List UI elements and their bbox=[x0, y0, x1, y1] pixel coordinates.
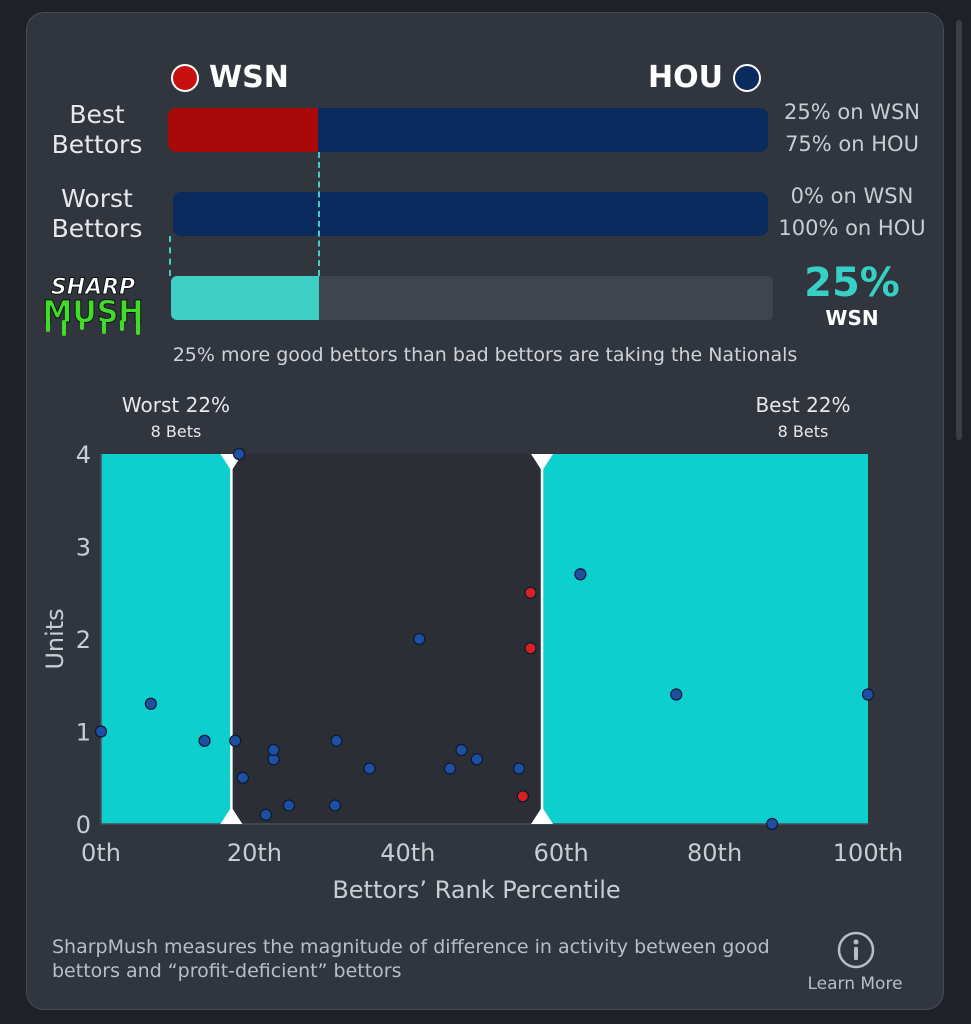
sharpmush-logo-line2: MUSH bbox=[43, 295, 144, 330]
data-point-hou bbox=[259, 808, 273, 821]
data-point-hou bbox=[330, 734, 343, 747]
region-sublabel-1: 8 Bets bbox=[778, 422, 829, 441]
x-tick-label: 20th bbox=[227, 839, 282, 867]
best-split-guide-line bbox=[318, 152, 320, 276]
sharpmush-value: 25% bbox=[804, 260, 900, 306]
learn-more-link[interactable]: Learn More bbox=[807, 974, 903, 994]
y-tick-label: 1 bbox=[76, 719, 91, 747]
best-bettors-label-line1: Best bbox=[69, 100, 125, 129]
scrollbar[interactable] bbox=[956, 20, 962, 440]
y-tick-label: 4 bbox=[76, 441, 91, 469]
best-bettors-split: 25% on WSN 75% on HOU bbox=[772, 96, 932, 160]
data-point-wsn bbox=[524, 642, 537, 655]
away-team-dot-icon bbox=[171, 63, 199, 92]
x-tick-label: 0th bbox=[81, 839, 121, 867]
worst-split-guide-line bbox=[169, 236, 171, 276]
away-team-abbr: WSN bbox=[209, 60, 289, 95]
data-point-hou bbox=[144, 697, 157, 710]
y-axis-title: Units bbox=[41, 608, 69, 669]
data-point-hou bbox=[198, 734, 211, 747]
region-label-1: Best 22% bbox=[755, 393, 850, 417]
data-point-hou bbox=[574, 568, 587, 581]
best-bettors-bar bbox=[168, 108, 768, 152]
away-team-header: WSN bbox=[171, 60, 289, 95]
worst-bettors-label-line1: Worst bbox=[61, 184, 133, 213]
best-bettors-label: Best Bettors bbox=[30, 100, 164, 160]
data-point-hou bbox=[670, 688, 683, 701]
worst-bettors-bar bbox=[173, 192, 768, 236]
sharpmush-logo-line1: SHARP bbox=[51, 275, 135, 300]
data-point-hou bbox=[470, 753, 483, 766]
best-bettors-label-line2: Bettors bbox=[51, 130, 143, 159]
worst-bettors-home-pct: 100% on HOU bbox=[778, 216, 926, 240]
y-tick-label: 3 bbox=[76, 534, 91, 562]
worst-bettors-away-pct: 0% on WSN bbox=[790, 184, 914, 208]
x-tick-label: 100th bbox=[833, 839, 903, 867]
data-point-hou bbox=[413, 632, 426, 646]
data-point-wsn bbox=[524, 586, 537, 599]
x-tick-label: 80th bbox=[687, 839, 742, 867]
x-tick-label: 60th bbox=[534, 839, 589, 867]
worst-bettors-home-segment bbox=[173, 192, 768, 236]
home-team-header: HOU bbox=[648, 60, 761, 95]
data-point-hou bbox=[766, 817, 779, 831]
data-point-hou bbox=[267, 743, 280, 757]
region-handle-top-icon-1 bbox=[531, 454, 554, 471]
data-point-hou bbox=[236, 771, 249, 784]
worst-bettors-label-line2: Bettors bbox=[51, 214, 143, 243]
region-handle-bottom-icon-0 bbox=[220, 807, 243, 824]
best-bettors-home-pct: 75% on HOU bbox=[785, 132, 919, 156]
highlight-region-1 bbox=[542, 454, 868, 824]
highlight-region-0 bbox=[101, 454, 232, 824]
data-point-hou bbox=[328, 799, 342, 812]
region-label-0: Worst 22% bbox=[122, 393, 230, 417]
y-tick-label: 0 bbox=[76, 811, 91, 839]
best-bettors-home-segment bbox=[318, 108, 768, 152]
sharpmush-team: WSN bbox=[825, 306, 879, 330]
data-point-hou bbox=[229, 734, 242, 747]
sharpmush-bar-fill bbox=[171, 276, 320, 320]
data-point-wsn bbox=[516, 790, 529, 803]
slime-drip-icon bbox=[46, 320, 140, 336]
worst-bettors-label: Worst Bettors bbox=[30, 184, 164, 244]
data-point-hou bbox=[94, 725, 108, 738]
region-handle-bottom-icon-1 bbox=[531, 807, 554, 824]
data-point-hou bbox=[232, 447, 246, 461]
best-bettors-away-pct: 25% on WSN bbox=[784, 100, 920, 124]
sharpmush-logo: SHARP MUSH bbox=[42, 275, 144, 336]
footer-description: SharpMush measures the magnitude of diff… bbox=[52, 936, 770, 982]
sharpmush-summary: 25% more good bettors than bad bettors a… bbox=[172, 344, 798, 366]
data-point-hou bbox=[455, 743, 468, 757]
data-point-hou bbox=[861, 688, 875, 701]
x-axis-title: Bettors’ Rank Percentile bbox=[332, 876, 620, 904]
info-icon[interactable] bbox=[836, 930, 876, 970]
home-team-abbr: HOU bbox=[648, 60, 723, 95]
data-point-hou bbox=[363, 762, 376, 775]
sharpmush-bar bbox=[171, 276, 773, 320]
home-team-dot-icon bbox=[732, 63, 761, 92]
region-sublabel-0: 8 Bets bbox=[151, 422, 202, 441]
data-point-hou bbox=[443, 762, 457, 775]
best-bettors-away-segment bbox=[168, 108, 318, 152]
data-point-hou bbox=[512, 762, 526, 775]
worst-bettors-split: 0% on WSN 100% on HOU bbox=[772, 180, 932, 244]
data-point-hou bbox=[282, 799, 296, 812]
x-tick-label: 40th bbox=[380, 839, 435, 867]
y-tick-label: 2 bbox=[76, 626, 91, 654]
